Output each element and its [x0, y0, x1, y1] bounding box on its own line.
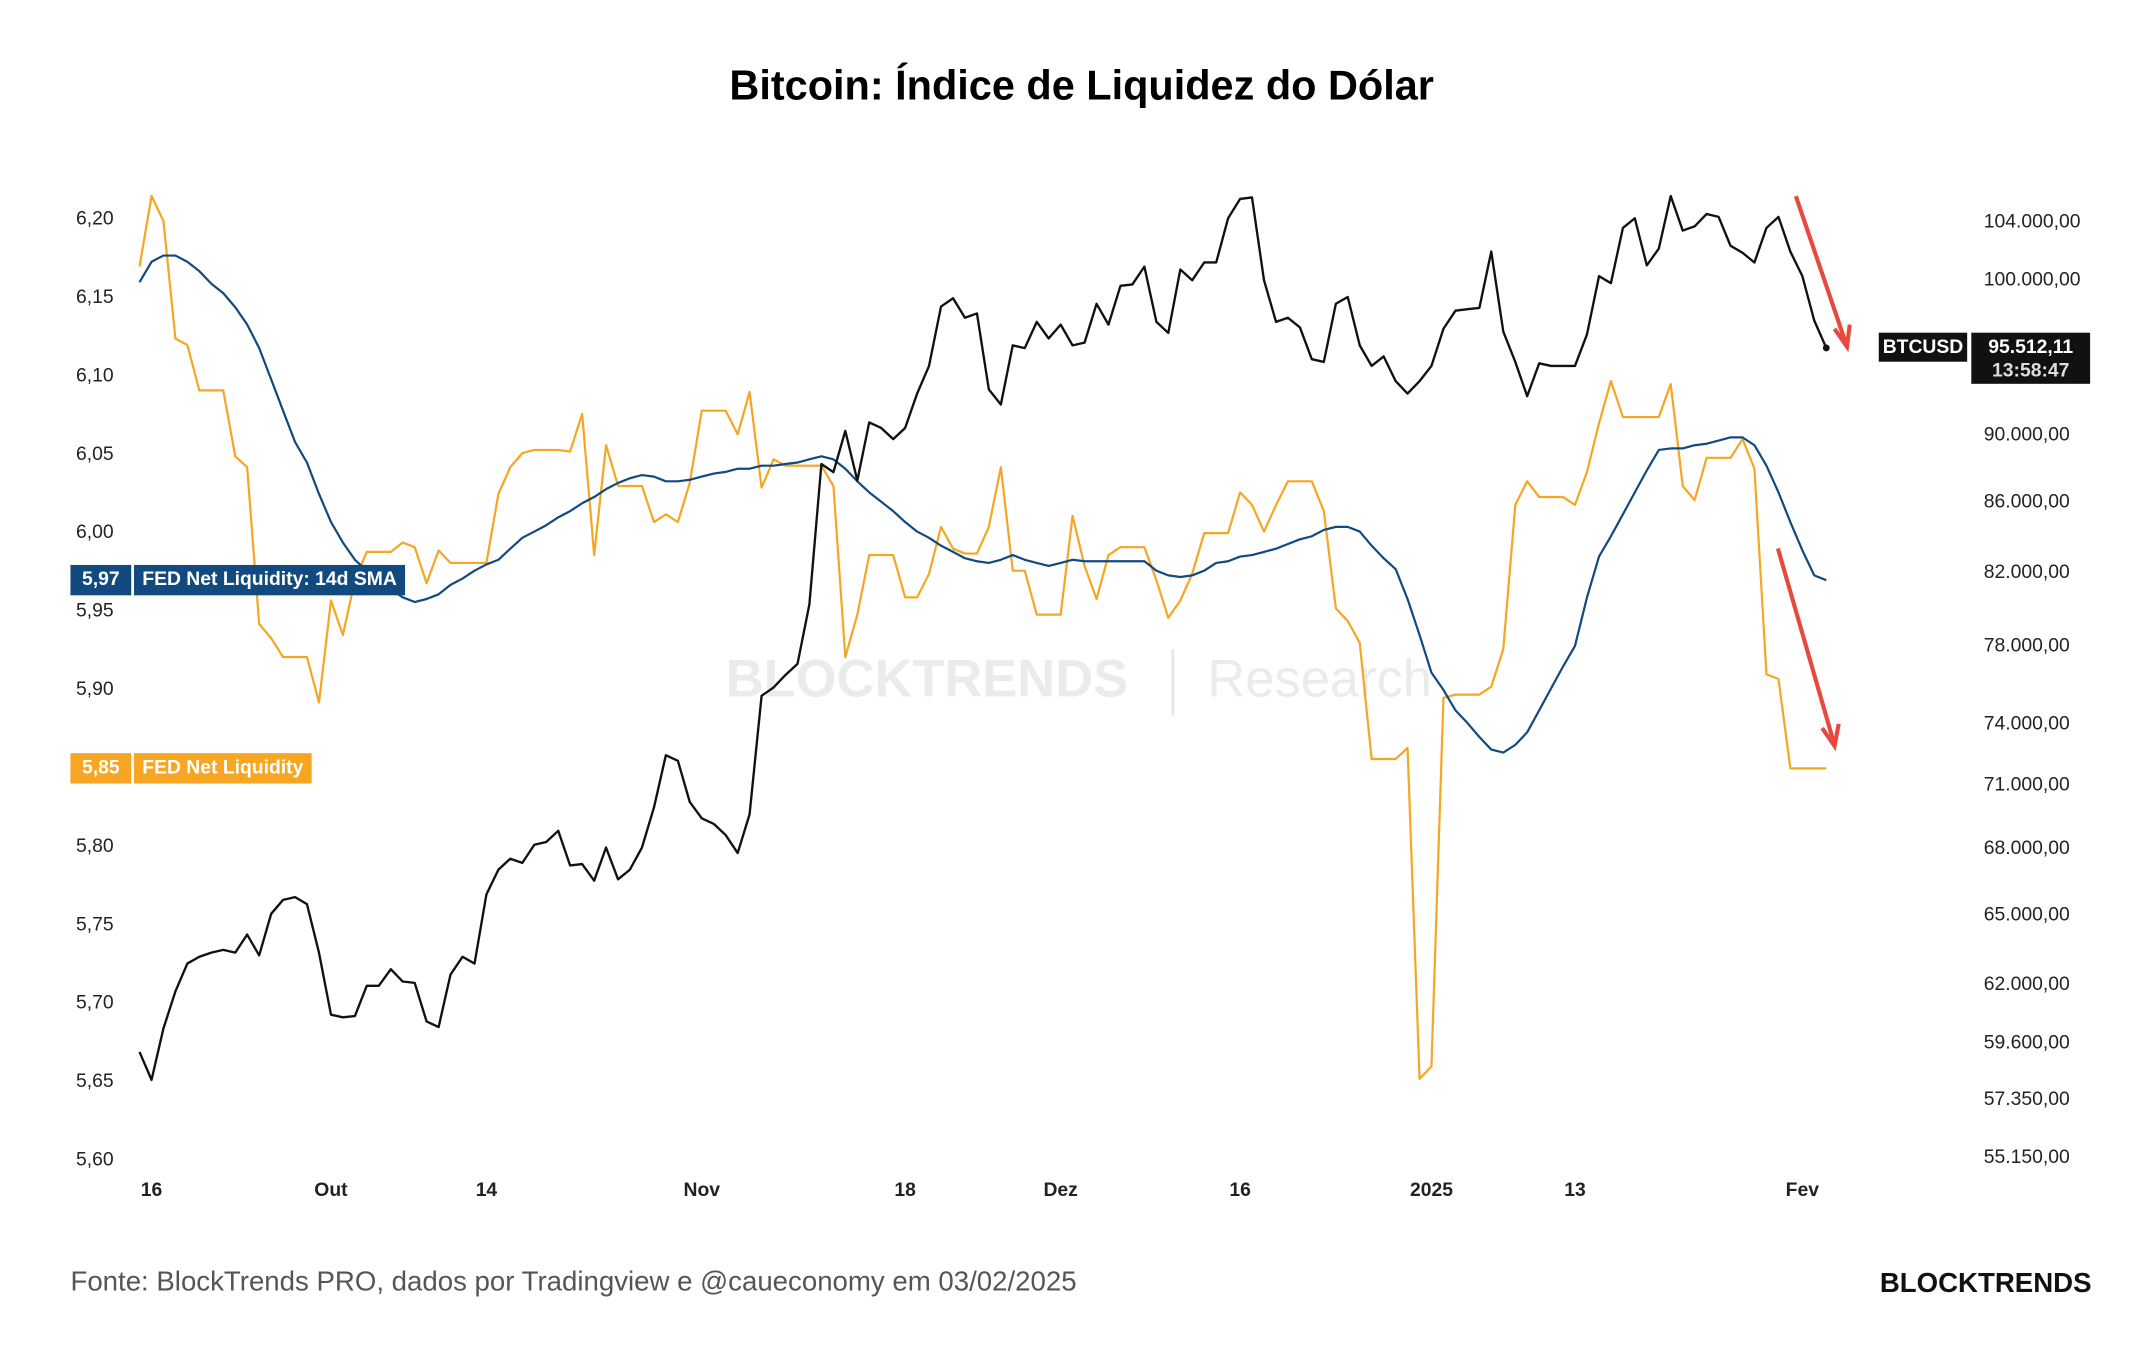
y2-tick-label: 55.150,00: [1984, 1146, 2070, 1168]
x-tick-label: 2025: [1410, 1179, 1453, 1201]
y2-tick-label: 86.000,00: [1984, 491, 2070, 513]
brand: BLOCKTRENDS: [1880, 1267, 2092, 1298]
y2-tick-label: 62.000,00: [1984, 973, 2070, 995]
value-label: 5,85: [82, 756, 120, 778]
tag-box: [70, 753, 132, 784]
y2-tick-label: 82.000,00: [1984, 561, 2070, 583]
x-tick-label: Dez: [1043, 1179, 1077, 1201]
y-tick-label: 5,70: [76, 992, 114, 1014]
y2-tick-label: 74.000,00: [1984, 712, 2070, 734]
y2-tick-label: 78.000,00: [1984, 635, 2070, 657]
watermark: Research: [1207, 649, 1432, 708]
y-tick-label: 5,80: [76, 835, 114, 857]
series-tag: 5,85 FED Net Liquidity: [70, 753, 312, 784]
legend-label: FED Net Liquidity: 14d SMA: [142, 568, 397, 590]
y2-tick-label: 90.000,00: [1984, 424, 2070, 446]
y-tick-label: 5,75: [76, 913, 114, 935]
y-tick-label: 6,00: [76, 521, 114, 543]
y-tick-label: 5,95: [76, 600, 114, 622]
x-tick-label: 18: [894, 1179, 916, 1201]
series-line: [138, 194, 1828, 1082]
x-tick-label: Fev: [1786, 1179, 1820, 1201]
y2-tick-label: 57.350,00: [1984, 1088, 2070, 1110]
tag-box: [133, 753, 312, 784]
x-tick-label: 16: [141, 1179, 163, 1201]
y-tick-label: 6,10: [76, 364, 114, 386]
y2-tick-label: 59.600,00: [1984, 1031, 2070, 1053]
y-tick-label: 5,65: [76, 1070, 114, 1092]
series-line: [138, 194, 1827, 1081]
value-label: 5,97: [82, 568, 120, 590]
arrow-shaft: [1775, 547, 1836, 742]
y-tick-label: 5,60: [76, 1149, 114, 1171]
tag-box: [1971, 332, 2091, 384]
chart-title: Bitcoin: Índice de Liquidez do Dólar: [729, 61, 1433, 108]
x-tick-label: 13: [1564, 1179, 1586, 1201]
tag-box: [1878, 332, 1968, 362]
legend-label: FED Net Liquidity: [142, 756, 303, 778]
tag-box: [133, 564, 406, 596]
x-tick-label: Out: [314, 1179, 348, 1201]
watermark: BLOCKTRENDS: [726, 649, 1128, 708]
arrow-shaft: [1793, 195, 1848, 344]
time-label: 13:58:47: [1992, 359, 2069, 381]
y2-tick-label: 100.000,00: [1984, 268, 2081, 290]
y-tick-label: 5,90: [76, 678, 114, 700]
tag-box: [70, 564, 132, 596]
y-tick-label: 6,15: [76, 286, 114, 308]
arrow-head: [1832, 324, 1852, 353]
end-point: [1822, 344, 1830, 352]
legend-label: BTCUSD: [1883, 336, 1964, 358]
y2-tick-label: 104.000,00: [1984, 210, 2081, 232]
y2-tick-label: 71.000,00: [1984, 773, 2070, 795]
y-tick-label: 6,20: [76, 208, 114, 230]
y-tick-label: 6,05: [76, 443, 114, 465]
x-tick-label: 16: [1229, 1179, 1251, 1201]
trend-arrow: [1775, 195, 1852, 752]
arrow-head: [1820, 723, 1841, 752]
y2-tick-label: 65.000,00: [1984, 904, 2070, 926]
y2-tick-label: 68.000,00: [1984, 837, 2070, 859]
value-label: 95.512,11: [1988, 336, 2073, 358]
series-line: [138, 254, 1827, 754]
x-tick-label: 14: [476, 1179, 498, 1201]
series-tag: 5,97 FED Net Liquidity: 14d SMA: [70, 564, 406, 596]
x-tick-label: Nov: [684, 1179, 721, 1201]
source-note: Fonte: BlockTrends PRO, dados por Tradin…: [70, 1266, 1076, 1297]
